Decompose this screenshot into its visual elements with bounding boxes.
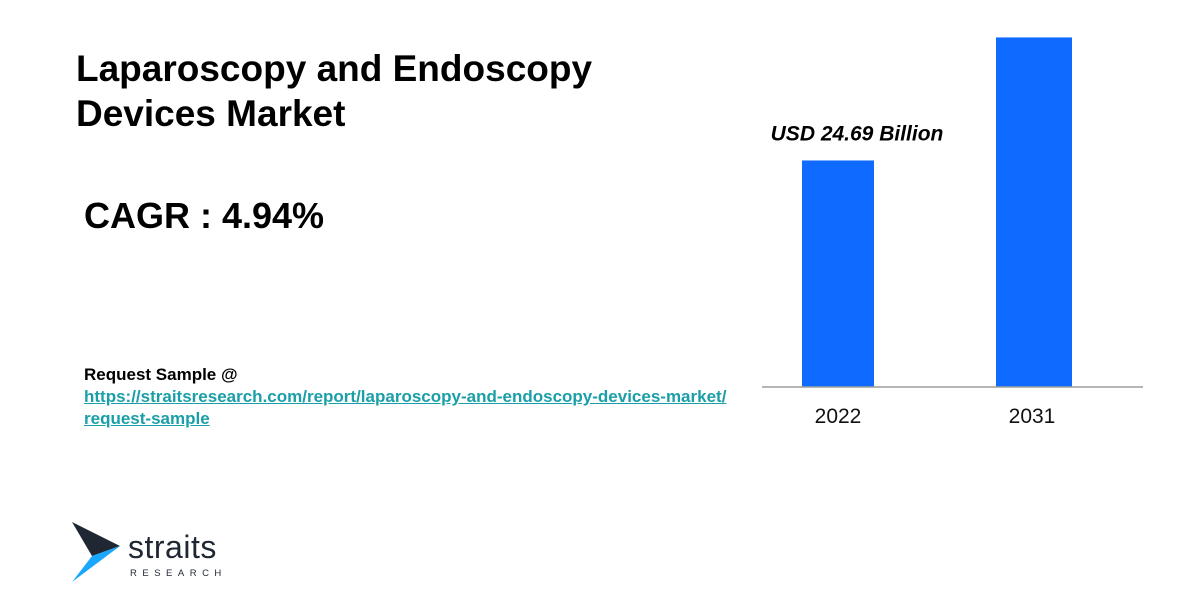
data-label-2022: USD 24.69 Billion bbox=[771, 122, 944, 145]
cagr-value: CAGR : 4.94% bbox=[84, 195, 325, 236]
bars-layer bbox=[802, 37, 1072, 388]
request-sample-block: Request Sample @ https://straitsresearch… bbox=[84, 364, 734, 430]
x-tick-label-2022: 2022 bbox=[815, 405, 862, 428]
title-line-2: Devices Market bbox=[76, 93, 346, 134]
data-label-2031: USD 38.10 Billion bbox=[985, 20, 1158, 22]
page-title: Laparoscopy and Endoscopy Devices Market bbox=[76, 46, 716, 136]
title-line-1: Laparoscopy and Endoscopy bbox=[76, 48, 593, 89]
request-sample-link[interactable]: https://straitsresearch.com/report/lapar… bbox=[84, 387, 727, 428]
logo-wordmark: straits bbox=[128, 529, 217, 565]
market-bar-chart: USD 24.69 Billion 2022 USD 38.10 Billion 20… bbox=[762, 20, 1158, 428]
straits-arrow-logo-icon bbox=[72, 522, 120, 582]
bar-2031 bbox=[996, 37, 1072, 388]
bar-2022 bbox=[802, 160, 874, 387]
logo-subtitle: RESEARCH bbox=[130, 568, 227, 579]
straits-research-logo: straits RESEARCH bbox=[72, 522, 252, 586]
request-sample-label: Request Sample @ bbox=[84, 365, 238, 384]
x-tick-label-2031: 2031 bbox=[1009, 405, 1056, 428]
labels-layer: USD 24.69 Billion 2022 USD 38.10 Billion 20… bbox=[771, 20, 1158, 428]
